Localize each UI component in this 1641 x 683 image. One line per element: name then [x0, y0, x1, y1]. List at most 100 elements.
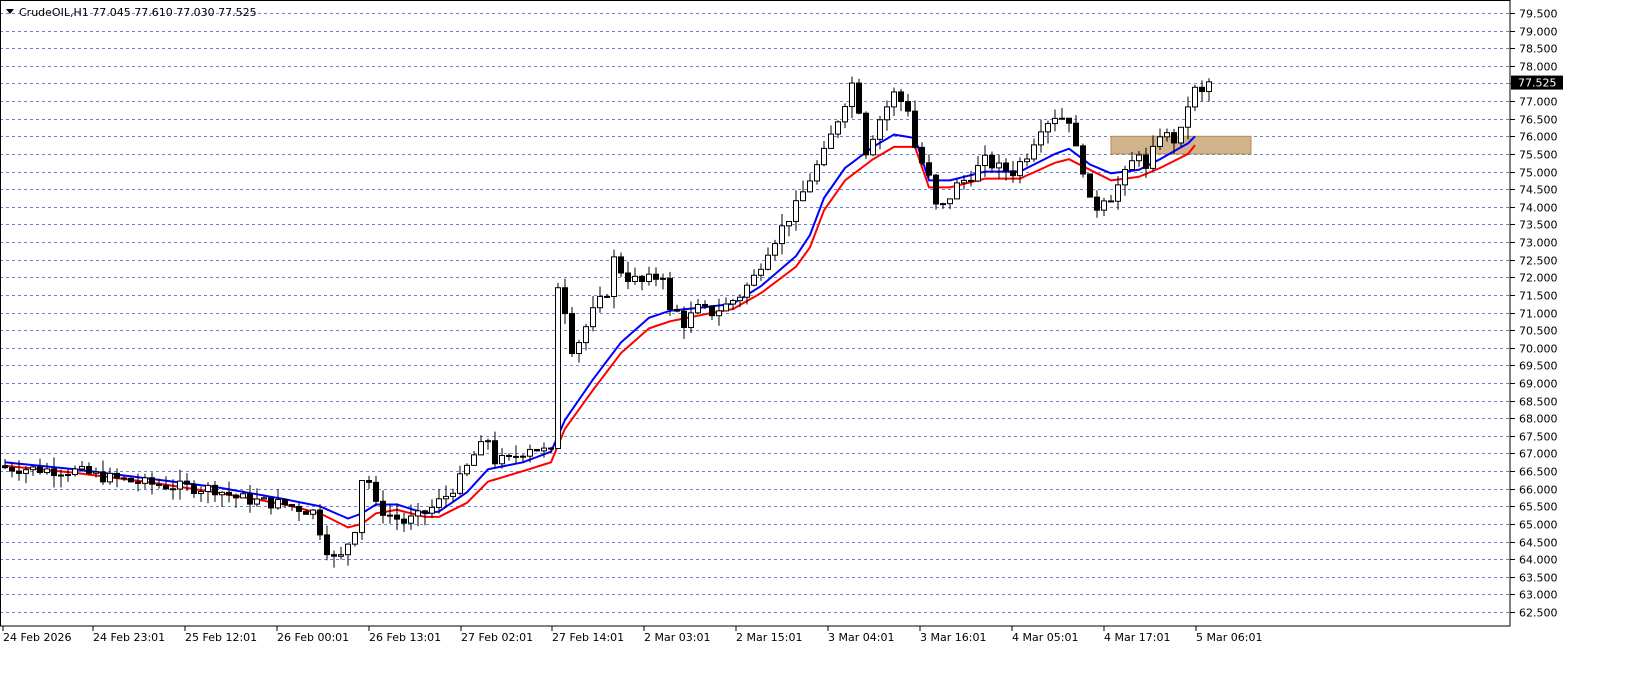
candle-bull — [443, 495, 449, 500]
candle-bull — [947, 198, 953, 205]
candle-bull — [737, 296, 743, 302]
candle-bear — [492, 440, 498, 465]
y-tick-label: 70.500 — [1519, 325, 1558, 338]
x-tick-label: 4 Mar 05:01 — [1012, 631, 1078, 644]
candle-bear — [37, 466, 43, 474]
candle-bear — [1066, 117, 1072, 124]
candle-bear — [905, 101, 911, 112]
y-tick-label: 74.000 — [1519, 202, 1558, 215]
candle-bull — [261, 497, 267, 500]
candle-bull — [954, 182, 960, 200]
price-axis: 79.50079.00078.50078.00077.50077.00076.5… — [1510, 8, 1563, 620]
y-tick-label: 62.500 — [1519, 607, 1558, 620]
candle-bull — [1206, 81, 1212, 93]
candle-bull — [520, 455, 526, 458]
y-tick-label: 63.500 — [1519, 572, 1558, 585]
candle-bull — [58, 474, 64, 477]
candle-bull — [254, 498, 260, 505]
candle-bear — [639, 275, 645, 282]
chart-menu-arrow-icon[interactable] — [6, 9, 14, 14]
candle-bull — [107, 472, 113, 483]
candle-bull — [541, 447, 547, 452]
candle-bear — [1143, 154, 1149, 169]
candle-bear — [86, 465, 92, 474]
x-tick-label: 27 Feb 02:01 — [461, 631, 533, 644]
candle-bear — [324, 534, 330, 556]
candle-bull — [205, 484, 211, 492]
candle-bear — [331, 554, 337, 557]
candle-bull — [807, 180, 813, 193]
candle-bull — [499, 454, 505, 465]
candle-bull — [177, 480, 183, 490]
candle-bull — [93, 471, 99, 474]
candle-bull — [436, 498, 442, 508]
chart-title-group: CrudeOIL,H1 77.045 77.610 77.030 77.525 — [6, 6, 257, 19]
y-tick-label: 67.000 — [1519, 448, 1558, 461]
candle-bear — [1010, 170, 1016, 177]
candle-bull — [597, 295, 603, 309]
y-tick-label: 65.500 — [1519, 501, 1558, 514]
x-tick-label: 27 Feb 14:01 — [552, 631, 624, 644]
candle-bear — [919, 146, 925, 164]
candle-bear — [233, 494, 239, 499]
candle-bull — [65, 474, 71, 477]
candle-bull — [611, 256, 617, 297]
candle-bear — [604, 295, 610, 298]
candle-bull — [877, 119, 883, 140]
candle-bear — [674, 309, 680, 312]
y-tick-label: 69.500 — [1519, 360, 1558, 373]
candle-bull — [310, 509, 316, 515]
candle-bear — [289, 504, 295, 507]
candle-bear — [863, 112, 869, 156]
y-tick-label: 64.000 — [1519, 554, 1558, 567]
candle-bull — [842, 106, 848, 123]
candle-bear — [506, 454, 512, 457]
candle-bull — [583, 326, 589, 344]
candle-bull — [1136, 154, 1142, 162]
candle-bull — [527, 448, 533, 457]
candle-bear — [114, 472, 120, 479]
candle-bear — [968, 179, 974, 182]
candle-bear — [51, 468, 57, 477]
candle-bear — [184, 480, 190, 485]
y-tick-label: 79.000 — [1519, 26, 1558, 39]
candle-bull — [555, 287, 561, 450]
ma-slow-line — [4, 144, 1196, 529]
candle-bear — [149, 477, 155, 485]
y-tick-label: 73.500 — [1519, 219, 1558, 232]
candle-bull — [975, 165, 981, 182]
candle-bull — [1031, 144, 1037, 160]
candle-bull — [758, 268, 764, 276]
candle-bull — [345, 543, 351, 556]
candle-bear — [2, 465, 8, 469]
candle-bull — [1192, 86, 1198, 108]
candle-bull — [30, 466, 36, 471]
candle-bear — [303, 510, 309, 515]
candle-bear — [653, 273, 659, 280]
candle-bull — [1150, 145, 1156, 169]
candle-bull — [982, 154, 988, 167]
candle-bull — [1024, 158, 1030, 163]
x-tick-label: 2 Mar 03:01 — [644, 631, 710, 644]
candle-bull — [72, 468, 78, 476]
ma-fast-line — [4, 133, 1196, 520]
candle-bull — [786, 220, 792, 227]
candle-bull — [695, 303, 701, 314]
y-tick-label: 68.500 — [1519, 396, 1558, 409]
candle-bull — [1038, 131, 1044, 146]
candle-bull — [660, 277, 666, 280]
candle-bull — [478, 441, 484, 456]
candle-bear — [296, 505, 302, 512]
candle-bull — [744, 284, 750, 298]
candle-bear — [366, 480, 372, 483]
candle-bear — [1094, 196, 1100, 211]
candle-bull — [415, 510, 421, 517]
candle-bull — [1052, 117, 1058, 125]
candle-bear — [548, 447, 554, 450]
candle-bear — [1087, 173, 1093, 198]
candle-bull — [219, 491, 225, 496]
candle-bear — [163, 484, 169, 490]
y-tick-label: 79.500 — [1519, 8, 1558, 21]
candle-bear — [380, 500, 386, 516]
